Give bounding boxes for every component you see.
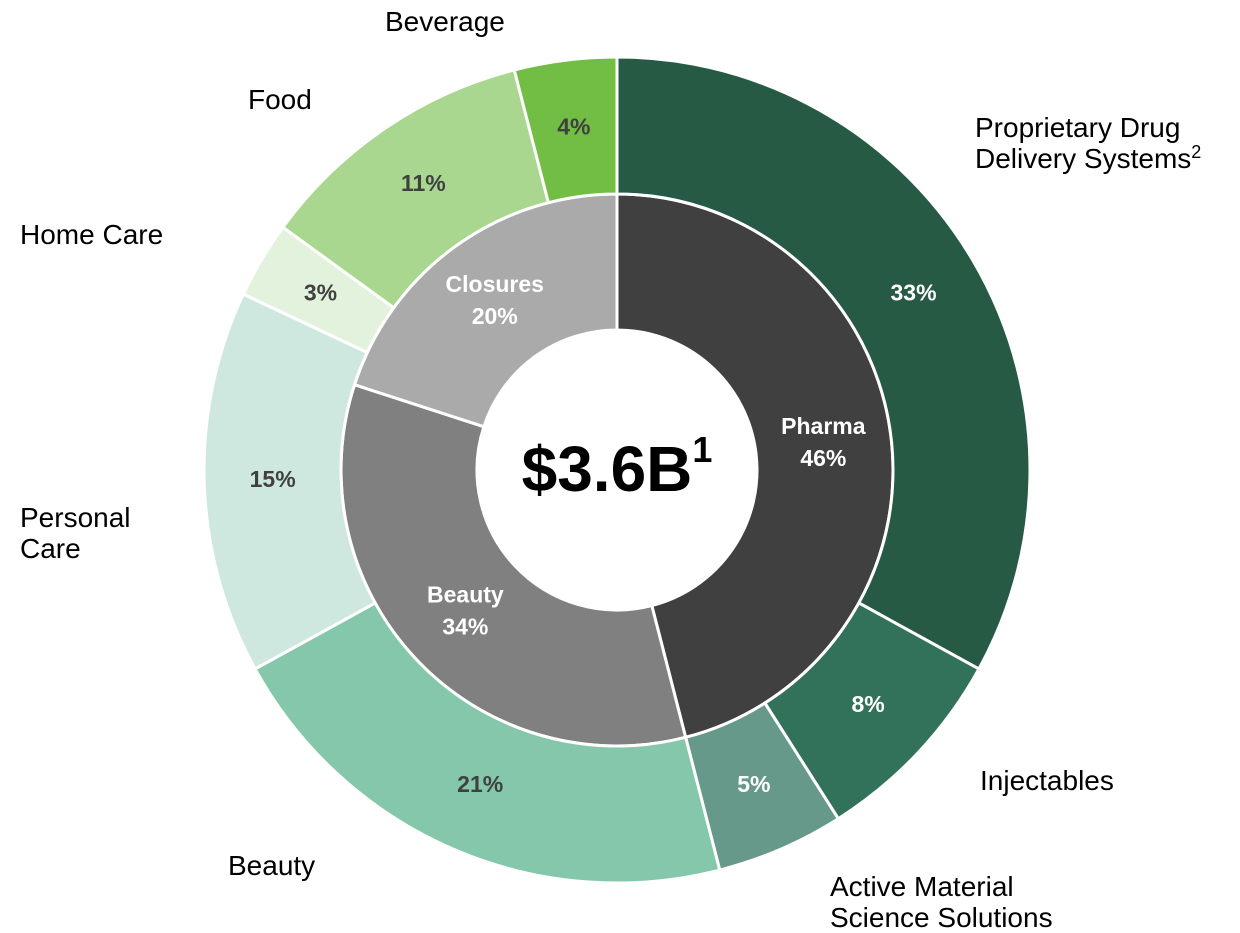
category-label: Food — [248, 84, 448, 115]
segment-name: Pharma — [781, 413, 866, 439]
category-label: Active Material Science Solutions — [830, 871, 1092, 933]
data-label: 21% — [457, 771, 503, 797]
category-text: Beverage — [385, 6, 505, 37]
category-text: Personal Care — [20, 502, 131, 564]
segment-name: Beauty — [427, 581, 504, 607]
category-text: Home Care — [20, 219, 164, 250]
category-label: Beauty — [228, 850, 428, 881]
category-text: Proprietary Drug Delivery Systems — [975, 112, 1192, 174]
category-label: Home Care — [20, 219, 220, 250]
data-label: 4% — [557, 113, 590, 139]
donut-slice — [253, 600, 722, 885]
category-label: Proprietary Drug Delivery Systems2 — [975, 112, 1235, 174]
center-value: $3.6B — [522, 433, 693, 505]
data-label: 11% — [401, 170, 446, 196]
donut-slice — [512, 55, 619, 205]
data-label: 3% — [304, 280, 337, 306]
category-text: Injectables — [980, 765, 1114, 796]
data-label: 33% — [891, 280, 937, 306]
data-label: 34% — [442, 613, 488, 639]
category-label: Personal Care — [20, 502, 155, 564]
category-text: Active Material Science Solutions — [830, 871, 1053, 933]
footnote-mark: 1 — [692, 429, 712, 470]
category-text: Food — [248, 84, 312, 115]
data-label: 46% — [800, 445, 846, 471]
segment-name: Closures — [446, 271, 544, 297]
category-label: Injectables — [980, 765, 1180, 796]
data-label: 8% — [852, 691, 885, 717]
category-label: Beverage — [385, 6, 585, 37]
data-label: 5% — [737, 771, 770, 797]
category-text: Beauty — [228, 850, 316, 881]
donut-slice — [615, 55, 1032, 672]
center-label: $3.6B1 — [522, 429, 713, 505]
data-label: 15% — [250, 466, 296, 492]
data-label: 20% — [472, 303, 518, 329]
footnote-mark: 2 — [1191, 142, 1202, 162]
